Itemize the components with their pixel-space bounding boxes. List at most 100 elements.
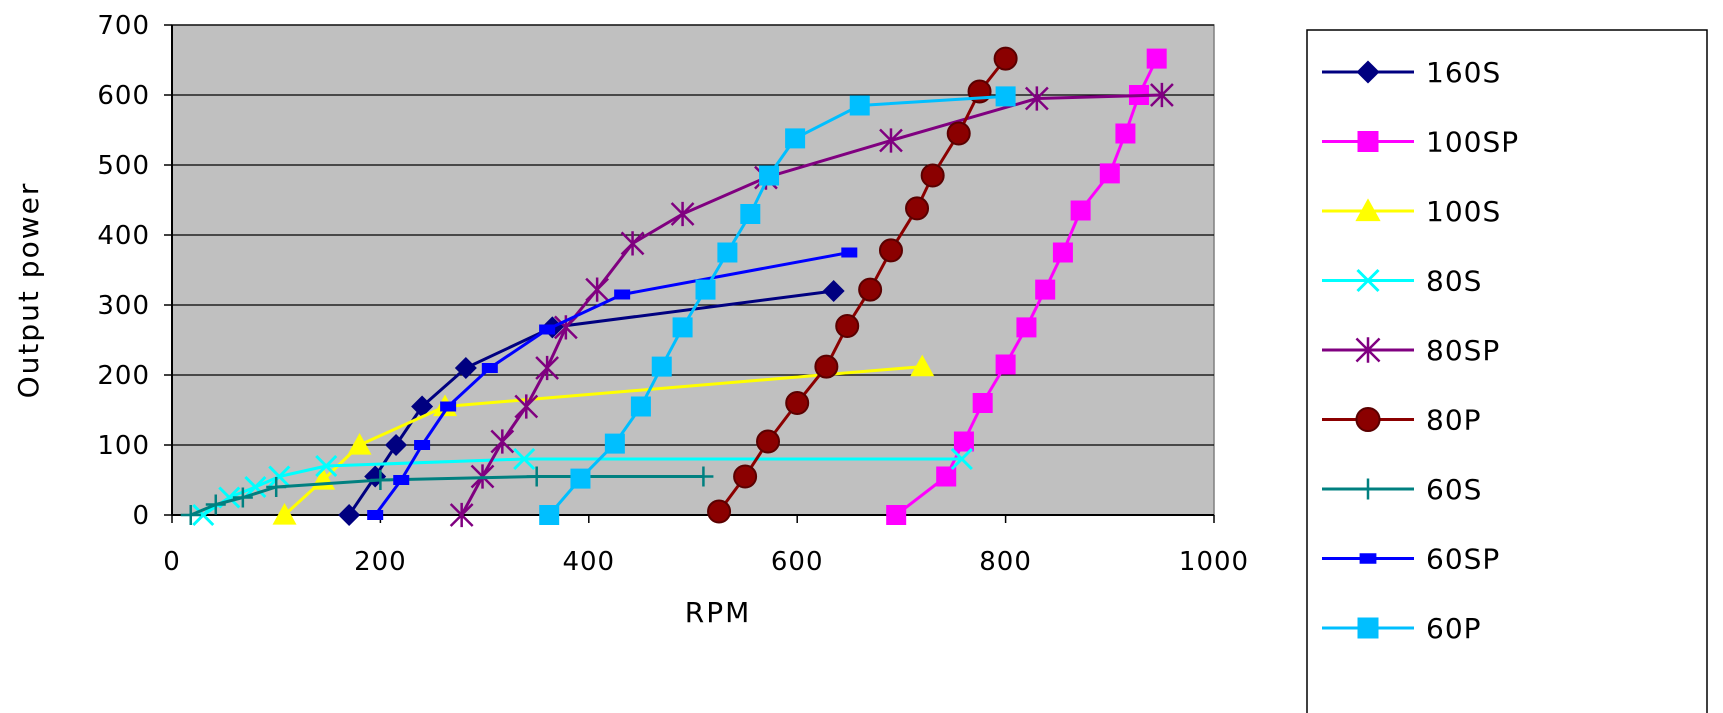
data-point-marker	[740, 204, 761, 224]
data-point-marker	[879, 128, 903, 153]
legend-item-60P: 60P	[1322, 612, 1481, 645]
legend-label: 80SP	[1426, 334, 1500, 367]
data-point-marker	[1356, 268, 1380, 293]
data-point-marker	[756, 429, 781, 454]
y-axis-title: Output power	[12, 182, 45, 399]
x-tick-labels: 0 200 400 600 800 1000	[163, 515, 1249, 577]
data-point-marker	[733, 464, 758, 489]
data-point-marker	[449, 502, 474, 528]
legend-item-80S: 80S	[1322, 265, 1481, 298]
data-point-marker	[570, 468, 591, 489]
y-tick-label: 700	[97, 11, 150, 41]
data-point-marker	[514, 394, 539, 419]
data-point-marker	[535, 355, 560, 381]
legend-item-160S: 160S	[1322, 56, 1501, 89]
data-point-marker	[244, 475, 267, 499]
series-layer	[180, 46, 1174, 528]
legend-label: 160S	[1426, 56, 1501, 89]
data-point-marker	[920, 163, 945, 188]
data-point-marker	[707, 499, 732, 524]
data-point-marker	[1070, 200, 1091, 221]
data-point-marker	[440, 401, 457, 412]
x-tick-label: 0	[163, 547, 181, 577]
data-point-marker	[651, 356, 672, 377]
legend-item-60S: 60S	[1322, 473, 1482, 506]
data-point-marker	[490, 429, 515, 454]
data-point-marker	[835, 314, 860, 338]
legend-label: 100S	[1426, 195, 1501, 228]
data-point-marker	[454, 357, 477, 379]
data-point-marker	[995, 86, 1016, 107]
data-point-marker	[905, 196, 930, 221]
series-80S	[192, 447, 973, 527]
data-point-marker	[1099, 163, 1120, 184]
plot-area	[171, 24, 1215, 516]
data-point-marker	[886, 505, 907, 525]
x-tick-label: 800	[979, 547, 1032, 577]
y-tick-label: 0	[132, 501, 150, 531]
data-point-marker	[1357, 478, 1379, 500]
data-point-marker	[526, 466, 547, 487]
data-point-marker	[936, 466, 957, 487]
data-point-marker	[1359, 553, 1377, 564]
y-tick-labels: 0 100 200 300 400 500 600 700	[97, 11, 172, 531]
x-axis-title: RPM	[685, 596, 752, 629]
data-point-marker	[630, 396, 651, 417]
data-point-marker	[858, 277, 883, 302]
data-point-marker	[232, 487, 253, 508]
y-tick-label: 100	[97, 431, 150, 461]
data-point-marker	[604, 433, 625, 454]
data-point-marker	[347, 433, 372, 455]
data-point-marker	[585, 277, 610, 302]
data-point-marker	[814, 354, 839, 379]
data-point-marker	[822, 280, 845, 302]
data-point-marker	[841, 247, 858, 258]
data-point-marker	[1356, 60, 1380, 84]
data-point-marker	[614, 289, 631, 300]
y-tick-label: 400	[97, 221, 150, 251]
data-point-marker	[1355, 406, 1381, 433]
legend-item-100S: 100S	[1322, 195, 1501, 228]
data-point-marker	[1115, 123, 1136, 144]
series-80SP	[449, 82, 1174, 528]
data-point-marker	[1150, 82, 1174, 108]
data-point-marker	[315, 454, 338, 478]
data-point-marker	[695, 279, 716, 300]
data-point-marker	[972, 393, 993, 413]
data-point-marker	[393, 475, 410, 485]
data-point-marker	[272, 503, 297, 525]
data-point-marker	[995, 354, 1016, 375]
data-point-marker	[993, 46, 1018, 71]
data-point-marker	[205, 494, 226, 515]
data-point-marker	[946, 121, 971, 146]
data-point-marker	[367, 510, 384, 520]
data-point-marker	[268, 465, 291, 488]
data-point-marker	[1357, 617, 1379, 639]
data-point-marker	[693, 466, 714, 487]
legend-label: 80P	[1426, 404, 1482, 437]
data-point-marker	[620, 231, 645, 256]
data-point-marker	[1355, 337, 1381, 363]
data-point-marker	[1355, 198, 1381, 222]
data-point-marker	[950, 447, 973, 471]
legend-label: 60S	[1426, 473, 1482, 506]
x-tick-label: 200	[354, 547, 407, 577]
data-point-marker	[370, 470, 391, 490]
data-point-marker	[759, 165, 780, 186]
data-point-marker	[878, 238, 903, 263]
data-point-marker	[670, 201, 695, 227]
x-tick-label: 1000	[1179, 547, 1249, 577]
y-tick-label: 300	[97, 291, 150, 321]
data-point-marker	[672, 317, 693, 338]
data-point-marker	[513, 447, 536, 471]
legend-item-80SP: 80SP	[1322, 334, 1500, 367]
data-point-marker	[1016, 317, 1037, 338]
data-point-marker	[414, 440, 431, 450]
legend-item-80P: 80P	[1322, 404, 1482, 437]
x-tick-label: 400	[562, 547, 615, 577]
legend-items: 160S 100SP 100S 80S 80SP 80P 60S 60SP 60P	[1322, 56, 1518, 645]
series-line	[373, 251, 850, 516]
data-point-marker	[338, 504, 361, 526]
data-point-marker	[1357, 131, 1379, 152]
